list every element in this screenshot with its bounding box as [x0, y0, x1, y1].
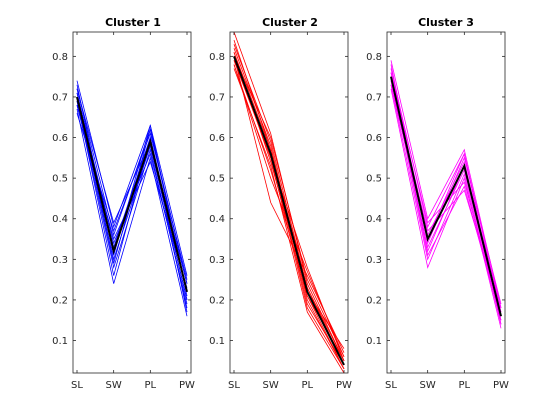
y-tick-label: 0.4 [366, 214, 382, 225]
y-tick-label: 0.2 [209, 295, 225, 306]
x-tick-label: SW [420, 380, 436, 391]
series-line [76, 109, 188, 317]
x-tick-label: SW [106, 380, 122, 391]
x-tick-label: SL [228, 380, 240, 391]
y-tick-label: 0.4 [52, 214, 68, 225]
cluster-1-panel: Cluster 1 0.1 0.2 0.3 0.4 0.5 0.6 0.7 0.8 SL SW PL… [52, 16, 195, 391]
series-lines [76, 80, 188, 317]
x-tick-label: SL [385, 380, 397, 391]
x-tick-label: PW [493, 380, 509, 391]
cluster-3-panel: Cluster 3 0.1 0.2 0.3 0.4 0.5 0.6 0.7 0.8 SL SW PL… [366, 16, 509, 391]
series-line [390, 60, 502, 309]
y-tick-label: 0.3 [366, 255, 382, 266]
y-tick-label: 0.4 [209, 214, 225, 225]
y-tick-label: 0.1 [366, 336, 382, 347]
y-tick-label: 0.8 [209, 52, 225, 63]
y-tick-label: 0.5 [366, 174, 382, 185]
y-tick-label: 0.7 [366, 92, 382, 103]
y-tick-label: 0.6 [209, 133, 225, 144]
cluster-1-title: Cluster 1 [105, 16, 161, 29]
cluster-2-panel: Cluster 2 0.1 0.2 0.3 0.4 0.5 0.6 0.7 0.8 SL SW PL… [209, 16, 352, 391]
y-tick-label: 0.6 [366, 133, 382, 144]
y-tick-label: 0.3 [209, 255, 225, 266]
centroid-line [233, 56, 345, 366]
cluster-2-title: Cluster 2 [262, 16, 318, 29]
y-tick-label: 0.1 [52, 336, 68, 347]
x-tick-label: PL [302, 380, 314, 391]
x-tick-label: PL [459, 380, 471, 391]
x-tick-label: PW [336, 380, 352, 391]
series-line [233, 39, 345, 361]
y-tick-label: 0.3 [52, 255, 68, 266]
centroid-line [76, 96, 188, 293]
axes-box [229, 31, 349, 374]
series-line [233, 56, 345, 357]
y-tick-label: 0.2 [52, 295, 68, 306]
y-tick-label: 0.7 [52, 92, 68, 103]
series-line [76, 100, 188, 313]
x-tick-label: PW [179, 380, 195, 391]
x-tick-label: SW [263, 380, 279, 391]
y-tick-label: 0.8 [52, 52, 68, 63]
series-line [390, 76, 502, 321]
y-tick-label: 0.5 [209, 174, 225, 185]
cluster-3-title: Cluster 3 [418, 16, 474, 29]
y-tick-label: 0.1 [209, 336, 225, 347]
y-tick-label: 0.6 [52, 133, 68, 144]
x-tick-label: SL [71, 380, 83, 391]
series-line [76, 80, 188, 276]
y-tick-label: 0.8 [366, 52, 382, 63]
x-tick-label: PL [145, 380, 157, 391]
y-tick-label: 0.5 [52, 174, 68, 185]
y-tick-label: 0.2 [366, 295, 382, 306]
centroid-line [390, 76, 502, 317]
series-lines [390, 60, 502, 329]
y-tick-label: 0.7 [209, 92, 225, 103]
series-lines [233, 32, 345, 373]
series-line [233, 64, 345, 370]
